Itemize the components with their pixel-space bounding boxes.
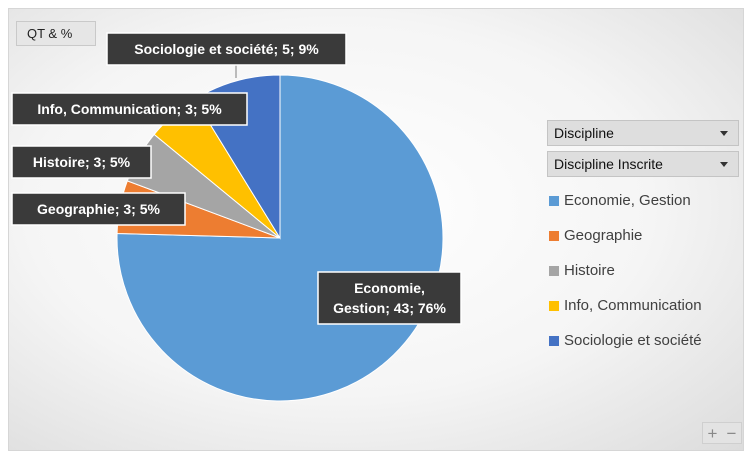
data-label-text: Geographie; 3; 5% (37, 201, 160, 217)
zoom-in-button[interactable]: + (707, 423, 718, 443)
discipline-inscrite-filter-label: Discipline Inscrite (554, 156, 663, 172)
data-label-box (11, 145, 152, 179)
data-label-box (11, 192, 186, 226)
legend: Economie, Gestion Geographie Histoire Info,… (547, 183, 745, 358)
zoom-control: + − (702, 422, 742, 444)
legend-panel: Discipline Discipline Inscrite Economie,… (547, 120, 745, 358)
data-label-box (11, 92, 248, 126)
zoom-out-button[interactable]: − (726, 423, 737, 443)
legend-swatch (549, 195, 559, 206)
legend-item-sociologie-et-societe[interactable]: Sociologie et société (549, 323, 745, 358)
dropdown-arrow-icon (720, 131, 728, 136)
data-label-geographie: Geographie; 3; 5% (11, 192, 186, 226)
data-label-info-communication: Info, Communication; 3; 5% (11, 92, 248, 126)
discipline-filter-label: Discipline (554, 125, 614, 141)
value-field-button[interactable]: QT & % (16, 21, 96, 46)
legend-label: Histoire (564, 262, 615, 279)
discipline-inscrite-filter-button[interactable]: Discipline Inscrite (547, 151, 739, 177)
data-label-histoire: Histoire; 3; 5% (11, 145, 152, 179)
legend-item-geographie[interactable]: Geographie (549, 218, 745, 253)
data-label-text: Sociologie et société; 5; 9% (134, 41, 319, 57)
data-label-text: Gestion; 43; 76% (333, 300, 446, 316)
legend-label: Sociologie et société (564, 332, 702, 349)
data-label-text: Economie, (354, 280, 425, 296)
data-label-box (317, 271, 462, 325)
legend-item-histoire[interactable]: Histoire (549, 253, 745, 288)
value-field-label: QT & % (27, 26, 73, 41)
dropdown-arrow-icon (720, 162, 728, 167)
legend-label: Geographie (564, 227, 643, 244)
data-label-sociologie-et-societe: Sociologie et société; 5; 9% (106, 32, 347, 66)
legend-label: Info, Communication (564, 297, 702, 314)
data-label-box (106, 32, 347, 66)
data-label-text: Histoire; 3; 5% (33, 154, 131, 170)
legend-swatch (549, 300, 559, 311)
legend-item-info-communication[interactable]: Info, Communication (549, 288, 745, 323)
discipline-filter-button[interactable]: Discipline (547, 120, 739, 146)
legend-label: Economie, Gestion (564, 192, 691, 209)
data-label-text: Info, Communication; 3; 5% (37, 101, 222, 117)
legend-item-economie-gestion[interactable]: Economie, Gestion (549, 183, 745, 218)
data-label-economie-gestion: Economie, Gestion; 43; 76% (317, 271, 462, 325)
legend-swatch (549, 335, 559, 346)
legend-swatch (549, 265, 559, 276)
legend-swatch (549, 230, 559, 241)
